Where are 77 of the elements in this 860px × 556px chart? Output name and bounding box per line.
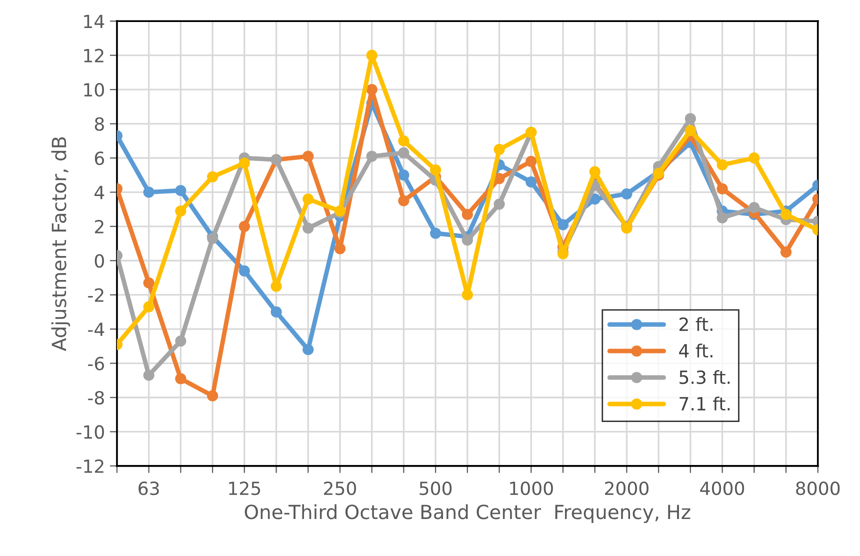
- x-tick-label: 2000: [605, 482, 648, 496]
- point: [716, 212, 728, 224]
- point: [494, 198, 505, 210]
- point: [398, 135, 410, 146]
- point: [366, 50, 378, 61]
- x-tick-label: 1000: [510, 482, 553, 496]
- x-tick-label: 250: [324, 482, 356, 496]
- point: [270, 280, 282, 292]
- point: [302, 193, 314, 205]
- y-axis-title: Adjustment Factor, dB: [51, 137, 70, 352]
- point: [302, 222, 314, 234]
- point: [206, 390, 218, 402]
- y-tick-label: -6: [88, 356, 104, 370]
- point: [557, 219, 569, 230]
- point: [748, 202, 760, 214]
- legend-label: 5.3 ft.: [680, 370, 730, 384]
- point: [398, 170, 410, 181]
- point: [462, 234, 473, 246]
- y-tick-label: 10: [84, 83, 104, 97]
- y-tick-label: 2: [94, 220, 104, 234]
- point: [398, 195, 410, 206]
- point: [175, 205, 186, 217]
- y-tick-label: 0: [94, 254, 104, 268]
- point: [780, 208, 792, 220]
- point: [589, 166, 600, 178]
- point: [398, 147, 410, 158]
- y-tick-label: 14: [84, 14, 104, 28]
- point: [175, 184, 186, 196]
- point: [716, 183, 728, 194]
- point: [494, 172, 505, 184]
- legend-label: 4 ft.: [679, 344, 712, 358]
- point: [143, 301, 154, 312]
- point: [366, 84, 378, 96]
- y-tick-label: 6: [94, 151, 104, 166]
- y-tick-label: -4: [88, 322, 104, 336]
- point: [270, 306, 282, 318]
- x-tick-label: 4000: [700, 482, 744, 496]
- legend-label: 2 ft.: [680, 317, 712, 331]
- y-tick-label: 12: [84, 48, 104, 62]
- point: [780, 246, 792, 258]
- point: [621, 188, 632, 200]
- y-tick-label: -10: [76, 425, 104, 439]
- point: [302, 150, 314, 162]
- legend-label: 7.1 ft.: [680, 396, 730, 410]
- point: [430, 164, 442, 176]
- point: [684, 113, 696, 124]
- point: [302, 344, 314, 356]
- x-axis-title: One-Third Octave Band Center Frequency, Hz: [244, 504, 690, 524]
- x-tick-label: 125: [229, 482, 260, 496]
- point: [430, 228, 442, 239]
- point: [143, 370, 154, 381]
- y-tick-label: -2: [88, 288, 104, 302]
- point: [526, 176, 537, 188]
- point: [206, 171, 218, 182]
- point: [143, 277, 154, 288]
- point: [334, 243, 346, 254]
- point: [684, 125, 696, 136]
- y-tick-label: -12: [76, 459, 104, 473]
- point: [238, 158, 250, 169]
- point: [238, 265, 250, 276]
- point: [462, 289, 473, 300]
- point: [175, 373, 186, 384]
- point: [526, 156, 537, 167]
- x-tick-label: 63: [138, 482, 159, 496]
- point: [366, 150, 378, 162]
- x-tick-label: 8000: [796, 482, 840, 496]
- point: [716, 159, 728, 170]
- point: [748, 152, 760, 164]
- y-tick-label: 8: [94, 117, 104, 131]
- point: [238, 220, 250, 232]
- point: [175, 335, 186, 347]
- x-tick-label: 500: [420, 482, 452, 496]
- point: [494, 144, 505, 155]
- y-tick-label: -8: [88, 390, 104, 405]
- point: [143, 186, 154, 198]
- y-tick-label: 4: [94, 186, 104, 200]
- point: [462, 208, 473, 220]
